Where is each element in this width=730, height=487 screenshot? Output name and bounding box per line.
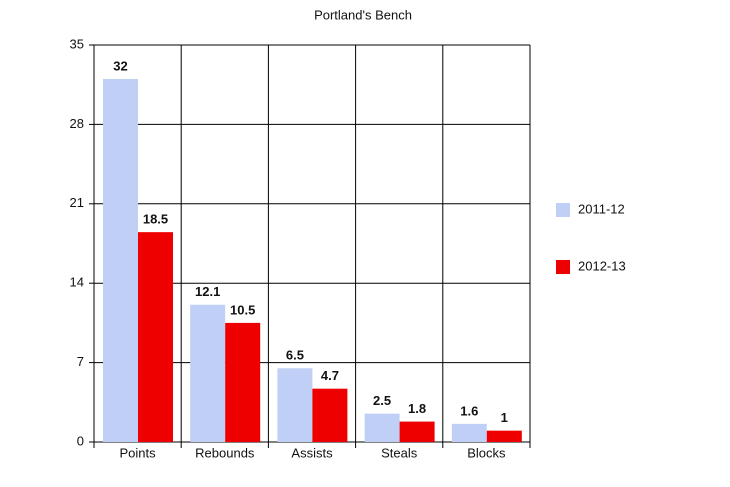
value-label: 32 bbox=[113, 58, 127, 73]
chart-title: Portland's Bench bbox=[314, 7, 412, 22]
bar bbox=[451, 423, 487, 442]
bar bbox=[103, 79, 138, 443]
bar bbox=[486, 430, 522, 442]
value-label: 1.8 bbox=[408, 401, 426, 416]
value-label: 4.7 bbox=[321, 368, 339, 383]
value-label: 2.5 bbox=[373, 393, 391, 408]
bar bbox=[190, 304, 226, 442]
bar bbox=[225, 322, 261, 442]
legend-label: 2012-13 bbox=[578, 258, 626, 273]
y-tick-label: 0 bbox=[77, 433, 84, 448]
x-tick-label: Steals bbox=[381, 445, 418, 460]
y-tick-label: 7 bbox=[77, 354, 84, 369]
legend-label: 2011-12 bbox=[578, 201, 625, 216]
legend-swatch bbox=[556, 260, 570, 274]
bar bbox=[138, 232, 173, 442]
x-tick-label: Rebounds bbox=[195, 445, 255, 460]
y-tick-label: 14 bbox=[70, 275, 84, 290]
bar bbox=[364, 413, 400, 442]
value-label: 1.6 bbox=[460, 403, 478, 418]
value-label: 10.5 bbox=[230, 302, 255, 317]
value-label: 18.5 bbox=[143, 212, 168, 227]
x-tick-label: Points bbox=[120, 445, 157, 460]
y-tick-label: 21 bbox=[70, 195, 84, 210]
value-label: 6.5 bbox=[286, 348, 304, 363]
bar bbox=[312, 388, 348, 442]
legend-swatch bbox=[556, 203, 570, 217]
bar bbox=[277, 368, 313, 442]
y-tick-label: 28 bbox=[70, 116, 84, 131]
bar bbox=[399, 421, 435, 442]
x-tick-label: Blocks bbox=[467, 445, 506, 460]
y-tick-label: 35 bbox=[70, 36, 84, 51]
x-tick-label: Assists bbox=[291, 445, 333, 460]
value-label: 1 bbox=[501, 410, 508, 425]
value-label: 12.1 bbox=[195, 284, 220, 299]
